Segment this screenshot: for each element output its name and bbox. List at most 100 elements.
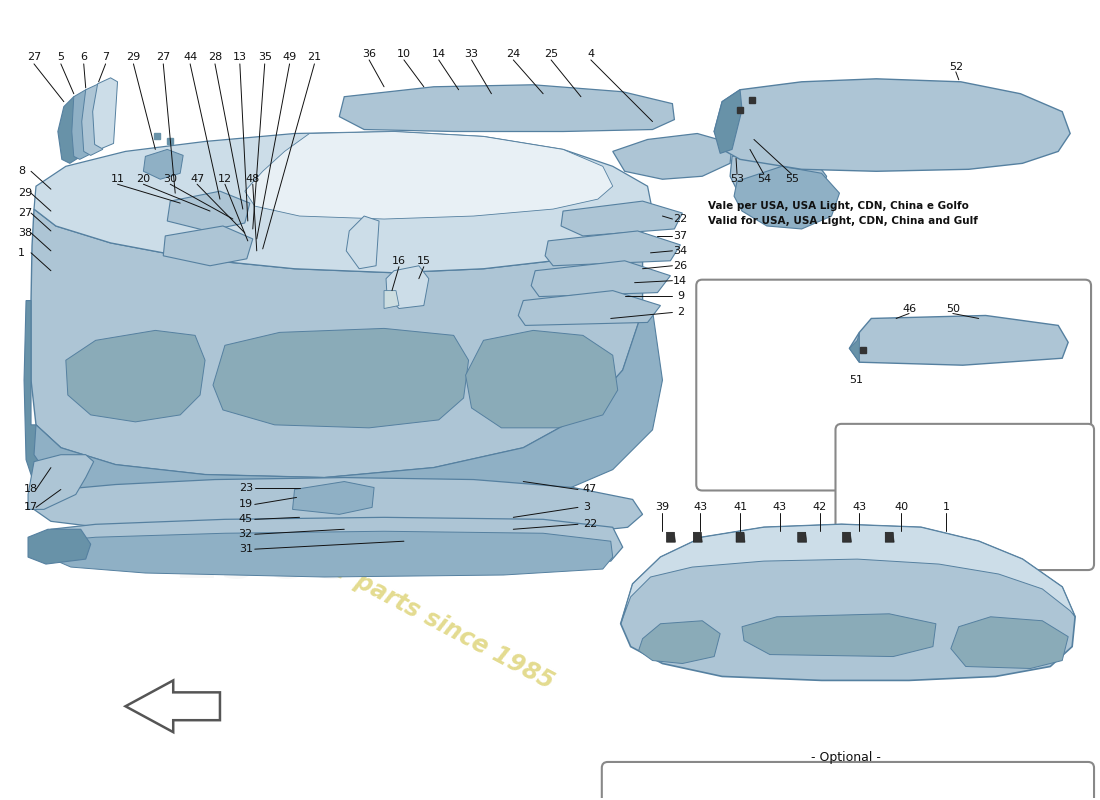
Text: 27: 27 bbox=[156, 52, 170, 62]
Polygon shape bbox=[143, 150, 184, 179]
Text: 49: 49 bbox=[283, 52, 297, 62]
Text: 32: 32 bbox=[239, 530, 253, 539]
Text: 7: 7 bbox=[102, 52, 109, 62]
Polygon shape bbox=[213, 329, 469, 428]
Text: 18: 18 bbox=[24, 485, 38, 494]
Text: 1: 1 bbox=[18, 248, 25, 258]
Text: 1985: 1985 bbox=[172, 526, 358, 592]
Text: 50: 50 bbox=[946, 303, 960, 314]
Text: 20: 20 bbox=[136, 174, 151, 184]
Text: 52: 52 bbox=[948, 62, 962, 72]
Text: E L D I: E L D I bbox=[46, 431, 404, 528]
Text: Valid for USA, USA Light, CDN, China and Gulf: Valid for USA, USA Light, CDN, China and… bbox=[708, 216, 978, 226]
Polygon shape bbox=[384, 290, 399, 309]
FancyBboxPatch shape bbox=[836, 424, 1094, 570]
Text: 13: 13 bbox=[233, 52, 246, 62]
Polygon shape bbox=[886, 532, 894, 542]
Text: - Optional -: - Optional - bbox=[812, 751, 881, 765]
Text: 34: 34 bbox=[673, 246, 688, 256]
Text: 6: 6 bbox=[80, 52, 87, 62]
Polygon shape bbox=[31, 209, 642, 478]
Text: 29: 29 bbox=[18, 188, 32, 198]
Polygon shape bbox=[849, 315, 1068, 365]
Polygon shape bbox=[386, 266, 429, 309]
Polygon shape bbox=[546, 231, 681, 266]
Text: 26: 26 bbox=[673, 261, 688, 270]
Polygon shape bbox=[798, 532, 806, 542]
Text: 36: 36 bbox=[362, 49, 376, 59]
Polygon shape bbox=[843, 532, 851, 542]
Text: 55: 55 bbox=[784, 174, 799, 184]
Text: 1: 1 bbox=[943, 502, 949, 512]
Text: 15: 15 bbox=[417, 256, 431, 266]
Text: 46: 46 bbox=[902, 303, 916, 314]
Polygon shape bbox=[48, 531, 613, 577]
Text: 54: 54 bbox=[757, 174, 771, 184]
Text: 47: 47 bbox=[190, 174, 205, 184]
Text: 21: 21 bbox=[307, 52, 321, 62]
Text: 12: 12 bbox=[218, 174, 232, 184]
Polygon shape bbox=[742, 614, 936, 657]
Text: 11: 11 bbox=[110, 174, 124, 184]
Polygon shape bbox=[693, 532, 702, 542]
Polygon shape bbox=[730, 150, 826, 213]
Text: 40: 40 bbox=[894, 502, 909, 512]
Text: 17: 17 bbox=[24, 502, 38, 512]
Polygon shape bbox=[66, 330, 205, 422]
Text: 19: 19 bbox=[239, 499, 253, 510]
Polygon shape bbox=[163, 226, 253, 266]
Polygon shape bbox=[736, 532, 745, 542]
Text: 48: 48 bbox=[245, 174, 260, 184]
Polygon shape bbox=[245, 131, 613, 219]
Text: 14: 14 bbox=[431, 49, 446, 59]
Text: 39: 39 bbox=[656, 502, 670, 512]
Text: 41: 41 bbox=[733, 502, 747, 512]
Polygon shape bbox=[531, 261, 670, 297]
Polygon shape bbox=[167, 191, 250, 231]
Polygon shape bbox=[849, 332, 859, 362]
Polygon shape bbox=[92, 78, 118, 149]
Polygon shape bbox=[620, 524, 1075, 681]
Text: 51: 51 bbox=[849, 375, 864, 385]
Text: Vale per USA, USA Light, CDN, China e Golfo: Vale per USA, USA Light, CDN, China e Go… bbox=[708, 201, 969, 211]
Text: 43: 43 bbox=[772, 502, 786, 512]
Polygon shape bbox=[28, 454, 94, 510]
Polygon shape bbox=[46, 518, 623, 569]
Text: 38: 38 bbox=[18, 228, 32, 238]
Polygon shape bbox=[34, 131, 652, 273]
Polygon shape bbox=[346, 216, 380, 269]
Text: 43: 43 bbox=[852, 502, 867, 512]
Text: 4: 4 bbox=[587, 49, 594, 59]
Text: 42: 42 bbox=[813, 502, 827, 512]
Text: 3: 3 bbox=[583, 502, 590, 512]
Text: 47: 47 bbox=[583, 485, 597, 494]
Polygon shape bbox=[667, 532, 675, 542]
Text: 9: 9 bbox=[676, 290, 684, 301]
Polygon shape bbox=[293, 482, 374, 514]
Text: 43: 43 bbox=[693, 502, 707, 512]
FancyArrow shape bbox=[125, 681, 220, 732]
Polygon shape bbox=[24, 301, 60, 490]
Polygon shape bbox=[714, 90, 742, 154]
Text: 44: 44 bbox=[183, 52, 197, 62]
Text: 27: 27 bbox=[26, 52, 41, 62]
Polygon shape bbox=[714, 79, 1070, 171]
Text: 25: 25 bbox=[544, 49, 558, 59]
Polygon shape bbox=[58, 97, 81, 163]
Polygon shape bbox=[639, 621, 720, 663]
Polygon shape bbox=[465, 330, 618, 428]
Polygon shape bbox=[561, 201, 682, 236]
FancyBboxPatch shape bbox=[602, 762, 1094, 800]
Text: 33: 33 bbox=[464, 49, 478, 59]
Text: 27: 27 bbox=[18, 208, 32, 218]
Text: 14: 14 bbox=[673, 276, 688, 286]
Text: 22: 22 bbox=[583, 519, 597, 530]
Polygon shape bbox=[518, 290, 660, 326]
Text: 30: 30 bbox=[163, 174, 177, 184]
Text: 5: 5 bbox=[57, 52, 65, 62]
Polygon shape bbox=[81, 84, 106, 155]
Polygon shape bbox=[72, 90, 94, 159]
Text: 2: 2 bbox=[676, 307, 684, 318]
Polygon shape bbox=[34, 310, 662, 519]
Polygon shape bbox=[31, 478, 642, 538]
